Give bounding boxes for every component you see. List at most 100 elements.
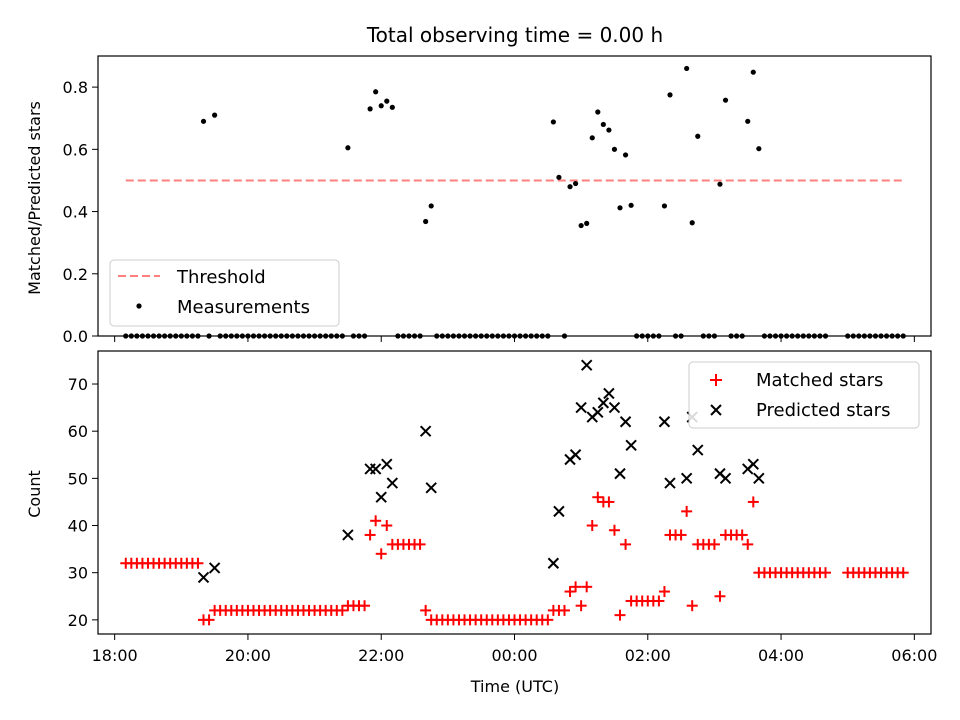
measurement-point bbox=[667, 92, 673, 98]
predicted-star-marker bbox=[386, 477, 399, 489]
measurement-point bbox=[717, 181, 723, 187]
matched-star-marker bbox=[608, 524, 620, 536]
bottom-y-tick-label: 70 bbox=[68, 375, 88, 394]
legend-measurements-swatch bbox=[136, 303, 142, 309]
measurement-point bbox=[628, 202, 634, 208]
measurement-point bbox=[617, 205, 623, 211]
matched-star-marker bbox=[819, 567, 831, 579]
measurement-point bbox=[212, 112, 218, 118]
top-y-tick-label: 0.0 bbox=[63, 327, 88, 346]
bottom-y-tick-label: 30 bbox=[68, 564, 88, 583]
matched-star-marker bbox=[586, 520, 598, 532]
matched-star-marker bbox=[542, 614, 554, 626]
predicted-star-marker bbox=[597, 397, 610, 409]
x-tick-label: 04:00 bbox=[758, 646, 804, 665]
predicted-star-marker bbox=[625, 439, 637, 452]
bottom-y-tick-label: 50 bbox=[68, 469, 88, 488]
measurement-point bbox=[611, 146, 618, 152]
x-tick-label: 20:00 bbox=[225, 646, 271, 665]
matched-star-marker bbox=[681, 505, 693, 517]
predicted-star-marker bbox=[680, 472, 693, 485]
predicted-star-marker bbox=[692, 444, 704, 456]
bottom-y-tick-label: 20 bbox=[68, 611, 88, 630]
matched-star-marker bbox=[581, 581, 593, 593]
predicted-star-marker bbox=[208, 562, 221, 574]
predicted-star-marker bbox=[619, 416, 632, 428]
predicted-star-marker bbox=[580, 359, 593, 371]
predicted-star-marker bbox=[747, 458, 760, 470]
measurement-point bbox=[622, 152, 629, 158]
legend-matched-swatch bbox=[710, 374, 722, 386]
top-plot-area: 0.0 0.2 0.4 0.6 0.8 bbox=[63, 65, 915, 346]
legend-predicted-swatch bbox=[710, 404, 722, 416]
matched-star-marker bbox=[708, 538, 720, 550]
predicted-star-marker bbox=[381, 458, 393, 470]
legend-predicted-label: Predicted stars bbox=[756, 400, 890, 421]
measurement-point bbox=[695, 133, 701, 139]
matched-star-marker bbox=[747, 496, 759, 508]
matched-star-marker bbox=[192, 557, 204, 569]
matched-star-marker bbox=[420, 604, 432, 616]
top-chart-title: Total observing time = 0.00 h bbox=[366, 23, 663, 47]
predicted-star-marker bbox=[425, 482, 437, 494]
predicted-star-marker bbox=[575, 401, 587, 414]
matched-star-marker bbox=[564, 586, 576, 598]
measurement-point bbox=[384, 98, 390, 104]
matched-star-marker bbox=[592, 491, 604, 503]
matched-star-marker bbox=[897, 567, 909, 579]
matched-star-marker bbox=[558, 604, 570, 616]
predicted-star-marker bbox=[553, 505, 565, 518]
predicted-star-marker bbox=[664, 477, 676, 489]
matched-star-marker bbox=[359, 600, 371, 612]
top-legend: Threshold Measurements bbox=[109, 259, 340, 327]
matched-star-marker bbox=[375, 548, 387, 560]
legend-measurements-label: Measurements bbox=[177, 297, 310, 318]
measurement-point bbox=[661, 203, 668, 209]
measurement-point bbox=[589, 135, 595, 141]
matched-star-marker bbox=[364, 529, 376, 541]
matched-star-marker bbox=[603, 496, 615, 508]
predicted-star-marker bbox=[197, 571, 210, 584]
bottom-legend-box bbox=[688, 361, 920, 429]
matched-star-marker bbox=[381, 520, 393, 532]
measurement-point bbox=[600, 121, 606, 128]
measurement-point bbox=[578, 222, 584, 229]
bottom-y-axis-label: Count bbox=[25, 470, 44, 518]
x-tick-label: 00:00 bbox=[491, 646, 537, 665]
measurement-point bbox=[556, 174, 562, 180]
measurement-point bbox=[200, 118, 207, 124]
measurement-point bbox=[550, 119, 556, 125]
matched-star-marker bbox=[575, 600, 587, 612]
measurement-point bbox=[606, 127, 612, 133]
x-tick-label: 02:00 bbox=[625, 646, 671, 665]
predicted-star-marker bbox=[569, 449, 582, 461]
matched-star-marker bbox=[336, 604, 348, 616]
matched-star-marker bbox=[686, 600, 698, 612]
top-panel: Total observing time = 0.00 h Matched/Pr… bbox=[25, 23, 932, 346]
top-y-tick-label: 0.8 bbox=[63, 78, 88, 97]
predicted-star-marker bbox=[375, 491, 387, 503]
predicted-star-marker bbox=[658, 416, 671, 428]
predicted-star-marker bbox=[719, 472, 732, 485]
measurement-point bbox=[756, 146, 762, 152]
measurement-point bbox=[378, 103, 384, 109]
x-tick-label: 18:00 bbox=[92, 646, 138, 665]
matched-star-marker bbox=[203, 614, 215, 626]
predicted-star-marker bbox=[614, 467, 626, 480]
bottom-axes-frame bbox=[97, 350, 932, 635]
matched-star-marker bbox=[736, 529, 748, 541]
matched-star-marker bbox=[614, 609, 626, 621]
measurement-point bbox=[584, 220, 590, 226]
measurement-point bbox=[745, 118, 751, 124]
measurement-point bbox=[689, 220, 695, 226]
top-y-tick-label: 0.4 bbox=[63, 203, 88, 222]
measurement-point bbox=[345, 145, 351, 151]
top-y-tick-label: 0.6 bbox=[63, 140, 88, 159]
x-tick-label: 22:00 bbox=[358, 646, 404, 665]
measurement-point bbox=[684, 65, 690, 72]
matched-star-marker bbox=[570, 581, 582, 593]
predicted-star-marker bbox=[547, 557, 560, 569]
top-axes-frame bbox=[97, 55, 932, 337]
measurement-point bbox=[722, 97, 729, 103]
